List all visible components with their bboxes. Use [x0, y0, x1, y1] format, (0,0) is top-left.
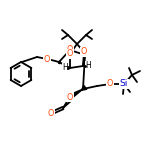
- Text: O: O: [81, 47, 87, 57]
- Text: Si: Si: [120, 79, 128, 88]
- Text: O: O: [67, 50, 73, 59]
- Text: O: O: [67, 93, 73, 102]
- Text: H: H: [62, 64, 68, 73]
- Text: H: H: [85, 61, 91, 70]
- Polygon shape: [69, 89, 83, 99]
- Text: O: O: [107, 79, 113, 88]
- Text: O: O: [48, 109, 54, 117]
- Text: O: O: [67, 45, 73, 55]
- Text: O: O: [44, 55, 50, 64]
